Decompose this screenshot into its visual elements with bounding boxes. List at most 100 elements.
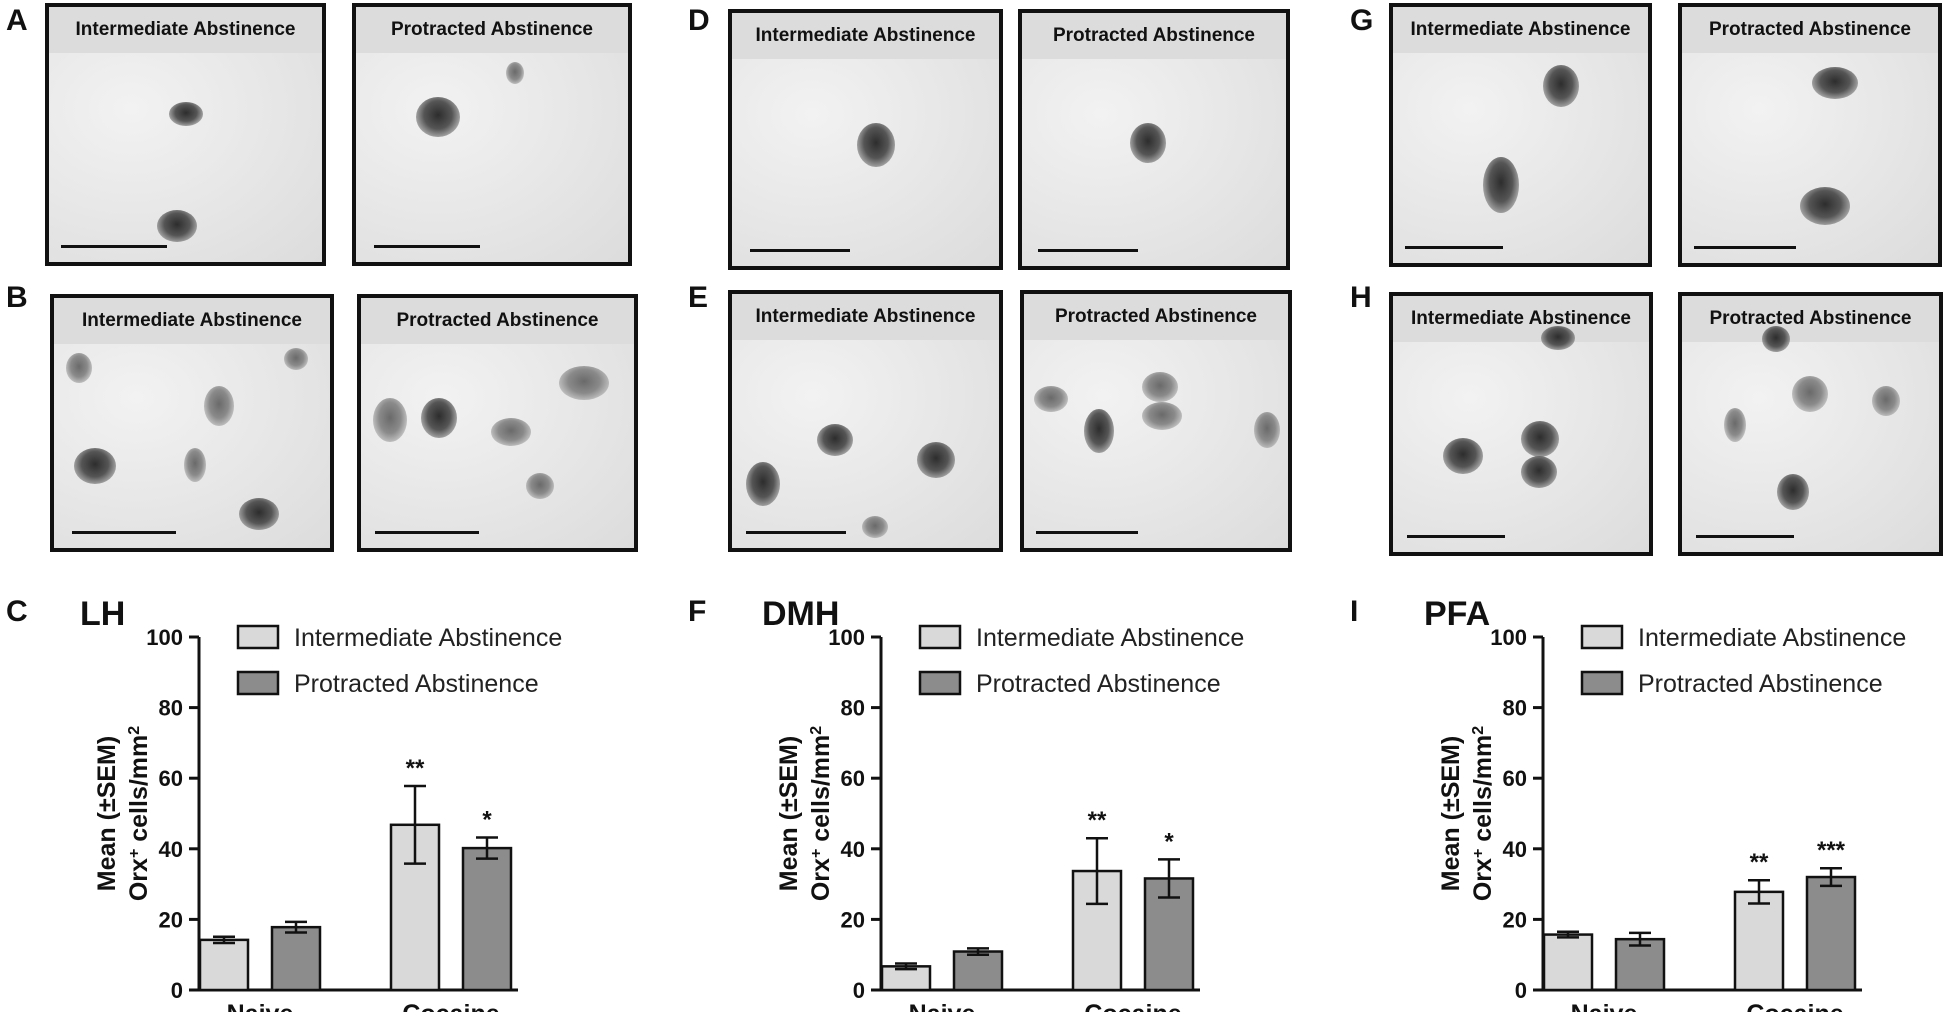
neuron-image xyxy=(559,366,609,400)
panel-letter-b: B xyxy=(6,281,28,314)
micrograph-title: Protracted Abstinence xyxy=(1682,296,1939,342)
neuron-image xyxy=(1724,408,1746,442)
scale-bar xyxy=(72,531,176,534)
neuron-image xyxy=(373,398,407,442)
neuron-image xyxy=(526,473,554,499)
y-axis-label: Mean (±SEM) Orx+ cells/mm2 xyxy=(93,726,153,901)
y-axis-label-superscript: + xyxy=(126,849,143,858)
scale-bar xyxy=(1038,249,1138,252)
neuron-image xyxy=(1142,402,1182,430)
y-axis-label-part: Orx xyxy=(807,858,835,901)
x-category-label: Naive xyxy=(1571,1000,1638,1012)
legend-swatch xyxy=(236,670,280,696)
neuron-image xyxy=(184,448,206,482)
micrograph-a-protracted: Protracted Abstinence xyxy=(352,3,632,266)
legend-swatch xyxy=(918,624,962,650)
y-tick-label: 100 xyxy=(1490,625,1527,650)
micrograph-title: Protracted Abstinence xyxy=(1022,13,1286,59)
x-category-label: Cocaine xyxy=(1084,1000,1181,1012)
significance-marker: ** xyxy=(1750,849,1769,876)
micrograph-title: Protracted Abstinence xyxy=(356,7,628,53)
y-tick-label: 20 xyxy=(841,907,865,932)
scale-bar xyxy=(375,531,479,534)
bar xyxy=(1143,877,1195,992)
neuron-image xyxy=(746,462,780,506)
bar xyxy=(1614,937,1666,992)
legend-swatch xyxy=(1580,670,1624,696)
bar xyxy=(1542,933,1594,992)
scale-bar xyxy=(1036,531,1138,534)
x-category-label: Cocaine xyxy=(1746,1000,1843,1012)
legend-label: Intermediate Abstinence xyxy=(294,624,562,652)
y-axis-label-part: Orx xyxy=(1469,858,1497,901)
micrograph-title: Intermediate Abstinence xyxy=(1393,7,1648,53)
micrograph-b-intermediate: Intermediate Abstinence xyxy=(50,294,334,552)
panel-letter-e: E xyxy=(688,281,709,314)
y-tick-label: 0 xyxy=(171,978,183,1003)
y-axis-label-line2: Orx+ cells/mm2 xyxy=(1469,726,1497,901)
micrograph-e-protracted: Protracted Abstinence xyxy=(1020,290,1292,552)
legend-label: Protracted Abstinence xyxy=(294,670,539,698)
neuron-image xyxy=(1521,456,1557,488)
scale-bar xyxy=(746,531,846,534)
significance-marker: * xyxy=(1164,828,1174,855)
scale-bar xyxy=(61,245,167,248)
neuron-image xyxy=(1034,386,1068,412)
neuron-image xyxy=(1777,474,1809,510)
neuron-image xyxy=(1142,372,1178,402)
x-category-label: Cocaine xyxy=(402,1000,499,1012)
significance-marker: *** xyxy=(1817,837,1846,864)
scale-bar xyxy=(374,245,480,248)
neuron-image xyxy=(1872,386,1900,416)
panel-letter-d: D xyxy=(688,4,710,37)
bar xyxy=(952,950,1004,992)
y-axis-label: Mean (±SEM) Orx+ cells/mm2 xyxy=(1437,726,1497,901)
bar xyxy=(198,938,250,992)
y-tick-label: 0 xyxy=(853,978,865,1003)
y-tick-label: 80 xyxy=(841,696,865,721)
micrograph-d-protracted: Protracted Abstinence xyxy=(1018,9,1290,270)
y-tick-label: 80 xyxy=(159,696,183,721)
y-tick-label: 60 xyxy=(1503,766,1527,791)
y-axis-label-superscript: 2 xyxy=(126,726,143,735)
y-axis-label-part: cells/mm xyxy=(1469,735,1497,849)
legend-label: Protracted Abstinence xyxy=(976,670,1221,698)
y-axis-label-superscript: 2 xyxy=(808,726,825,735)
neuron-image xyxy=(284,348,308,370)
neuron-image xyxy=(917,442,955,478)
neuron-image xyxy=(239,498,279,530)
neuron-image xyxy=(416,97,460,137)
micrograph-h-intermediate: Intermediate Abstinence xyxy=(1389,292,1653,556)
scale-bar xyxy=(1405,246,1503,249)
y-tick-label: 0 xyxy=(1515,978,1527,1003)
x-category-label: Naive xyxy=(909,1000,976,1012)
neuron-image xyxy=(157,210,197,242)
neuron-image xyxy=(817,424,853,456)
micrograph-title: Intermediate Abstinence xyxy=(732,294,999,340)
neuron-image xyxy=(1130,123,1166,163)
y-axis-label-part: cells/mm xyxy=(807,735,835,849)
neuron-image xyxy=(1800,187,1850,225)
y-tick-label: 100 xyxy=(828,625,865,650)
micrograph-a-intermediate: Intermediate Abstinence xyxy=(45,3,326,266)
micrograph-title: Intermediate Abstinence xyxy=(49,7,322,53)
panel-letter-a: A xyxy=(6,4,28,37)
micrograph-title: Intermediate Abstinence xyxy=(1393,296,1649,342)
y-axis-label-line2: Orx+ cells/mm2 xyxy=(125,726,153,901)
y-tick-label: 100 xyxy=(146,625,183,650)
panel-letter-f: F xyxy=(688,595,707,628)
legend-swatch xyxy=(236,624,280,650)
neuron-image xyxy=(1483,157,1519,213)
y-axis-label-part: Orx xyxy=(125,858,153,901)
neuron-image xyxy=(1521,421,1559,457)
y-tick-label: 40 xyxy=(841,837,865,862)
legend-label: Intermediate Abstinence xyxy=(976,624,1244,652)
scale-bar xyxy=(1696,535,1794,538)
neuron-image xyxy=(1762,326,1790,352)
legend-label: Intermediate Abstinence xyxy=(1638,624,1906,652)
micrograph-title: Protracted Abstinence xyxy=(1024,294,1288,340)
y-axis-label-superscript: + xyxy=(1470,849,1487,858)
y-tick-label: 40 xyxy=(159,837,183,862)
y-tick-label: 80 xyxy=(1503,696,1527,721)
